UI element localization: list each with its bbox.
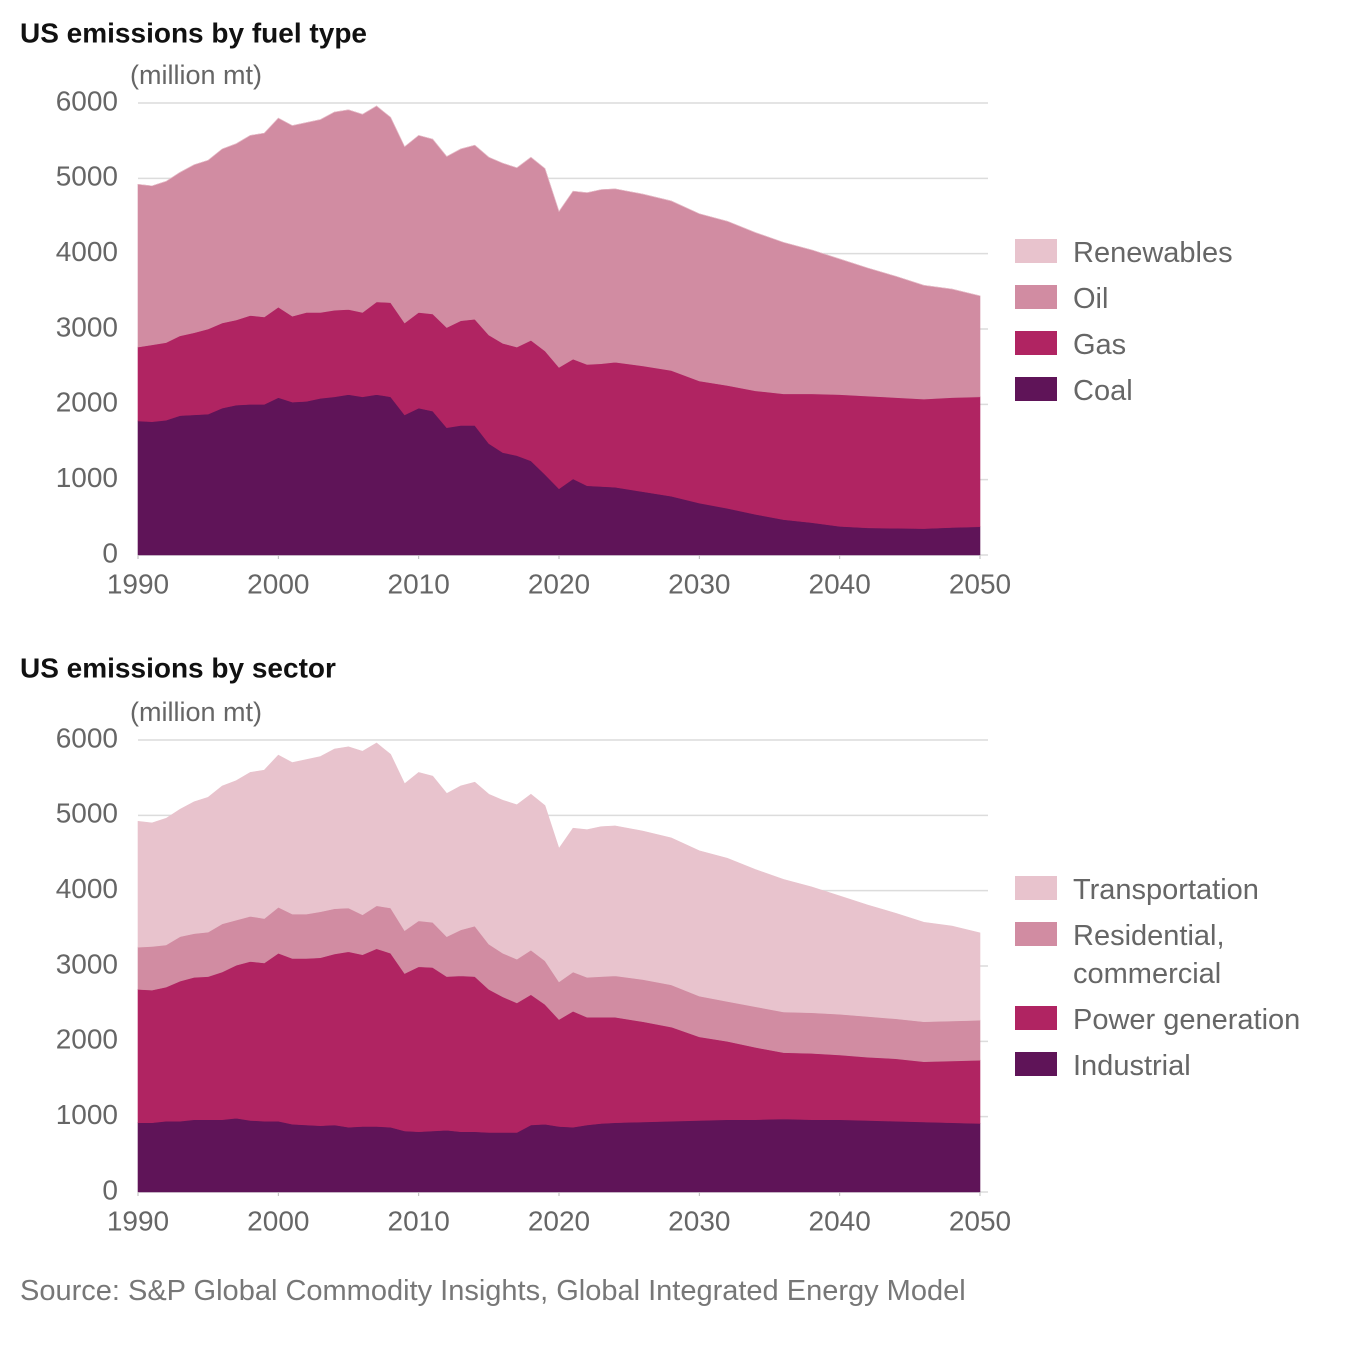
x-tick-label: 2030 [668, 568, 730, 599]
legend: Transportation Residential, commercial Pow… [1015, 871, 1345, 1093]
x-tick-label: 2020 [528, 568, 590, 599]
legend-swatch [1015, 922, 1057, 946]
x-tick-label: 2000 [247, 568, 309, 599]
area-0 [137, 1117, 981, 1193]
x-tick-label: 2050 [949, 1205, 1011, 1236]
legend-item: Gas [1015, 326, 1345, 364]
y-tick-label: 6000 [56, 85, 118, 116]
x-tick-label: 1990 [107, 1205, 169, 1236]
y-tick-label: 5000 [56, 161, 118, 192]
x-tick-label: 2010 [388, 1205, 450, 1236]
legend-swatch [1015, 1006, 1057, 1030]
chart-title: US emissions by fuel type [20, 17, 367, 48]
legend-swatch [1015, 1052, 1057, 1076]
chart-title: US emissions by sector [20, 652, 336, 683]
legend-label: Industrial [1073, 1050, 1191, 1082]
legend-item: Residential, commercial [1015, 917, 1345, 993]
legend-swatch [1015, 285, 1057, 309]
x-tick-label: 1990 [107, 568, 169, 599]
legend-item: Oil [1015, 280, 1345, 318]
legend-label: Coal [1073, 375, 1133, 407]
y-tick-label: 2000 [56, 1024, 118, 1055]
y-tick-label: 1000 [56, 1099, 118, 1130]
legend-label: Oil [1073, 283, 1109, 315]
y-tick-label: 0 [102, 537, 118, 568]
area-3 [137, 742, 981, 1023]
y-tick-label: 0 [102, 1174, 118, 1205]
legend-item: Industrial [1015, 1047, 1345, 1085]
legend-label: Renewables [1073, 237, 1233, 269]
legend-item: Transportation [1015, 871, 1345, 909]
x-tick-label: 2050 [949, 568, 1011, 599]
legend-item: Renewables [1015, 234, 1345, 272]
source-note: Source: S&P Global Commodity Insights, G… [20, 1275, 966, 1307]
x-tick-label: 2010 [388, 568, 450, 599]
y-tick-label: 4000 [56, 236, 118, 267]
legend-label: Transportation [1073, 874, 1259, 906]
legend-label: Power generation [1073, 1004, 1301, 1036]
x-tick-label: 2000 [247, 1205, 309, 1236]
y-tick-label: 5000 [56, 798, 118, 829]
legend-swatch [1015, 876, 1057, 900]
x-tick-label: 2040 [809, 568, 871, 599]
legend-swatch [1015, 239, 1057, 263]
legend-item: Coal [1015, 372, 1345, 410]
legend-item: Power generation [1015, 1001, 1345, 1039]
y-tick-label: 4000 [56, 873, 118, 904]
area-3 [137, 105, 981, 297]
y-tick-label: 3000 [56, 311, 118, 342]
legend-label: Residential, commercial [1073, 920, 1225, 990]
y-tick-label: 3000 [56, 948, 118, 979]
legend-label: Gas [1073, 329, 1127, 361]
y-axis-label: (million mt) [130, 60, 262, 90]
x-tick-label: 2020 [528, 1205, 590, 1236]
legend: Renewables Oil Gas Coal [1015, 234, 1345, 418]
legend-swatch [1015, 377, 1057, 401]
x-tick-label: 2030 [668, 1205, 730, 1236]
y-tick-label: 2000 [56, 387, 118, 418]
x-tick-label: 2040 [809, 1205, 871, 1236]
y-axis-label: (million mt) [130, 697, 262, 727]
y-tick-label: 6000 [56, 722, 118, 753]
y-tick-label: 1000 [56, 462, 118, 493]
legend-swatch [1015, 331, 1057, 355]
